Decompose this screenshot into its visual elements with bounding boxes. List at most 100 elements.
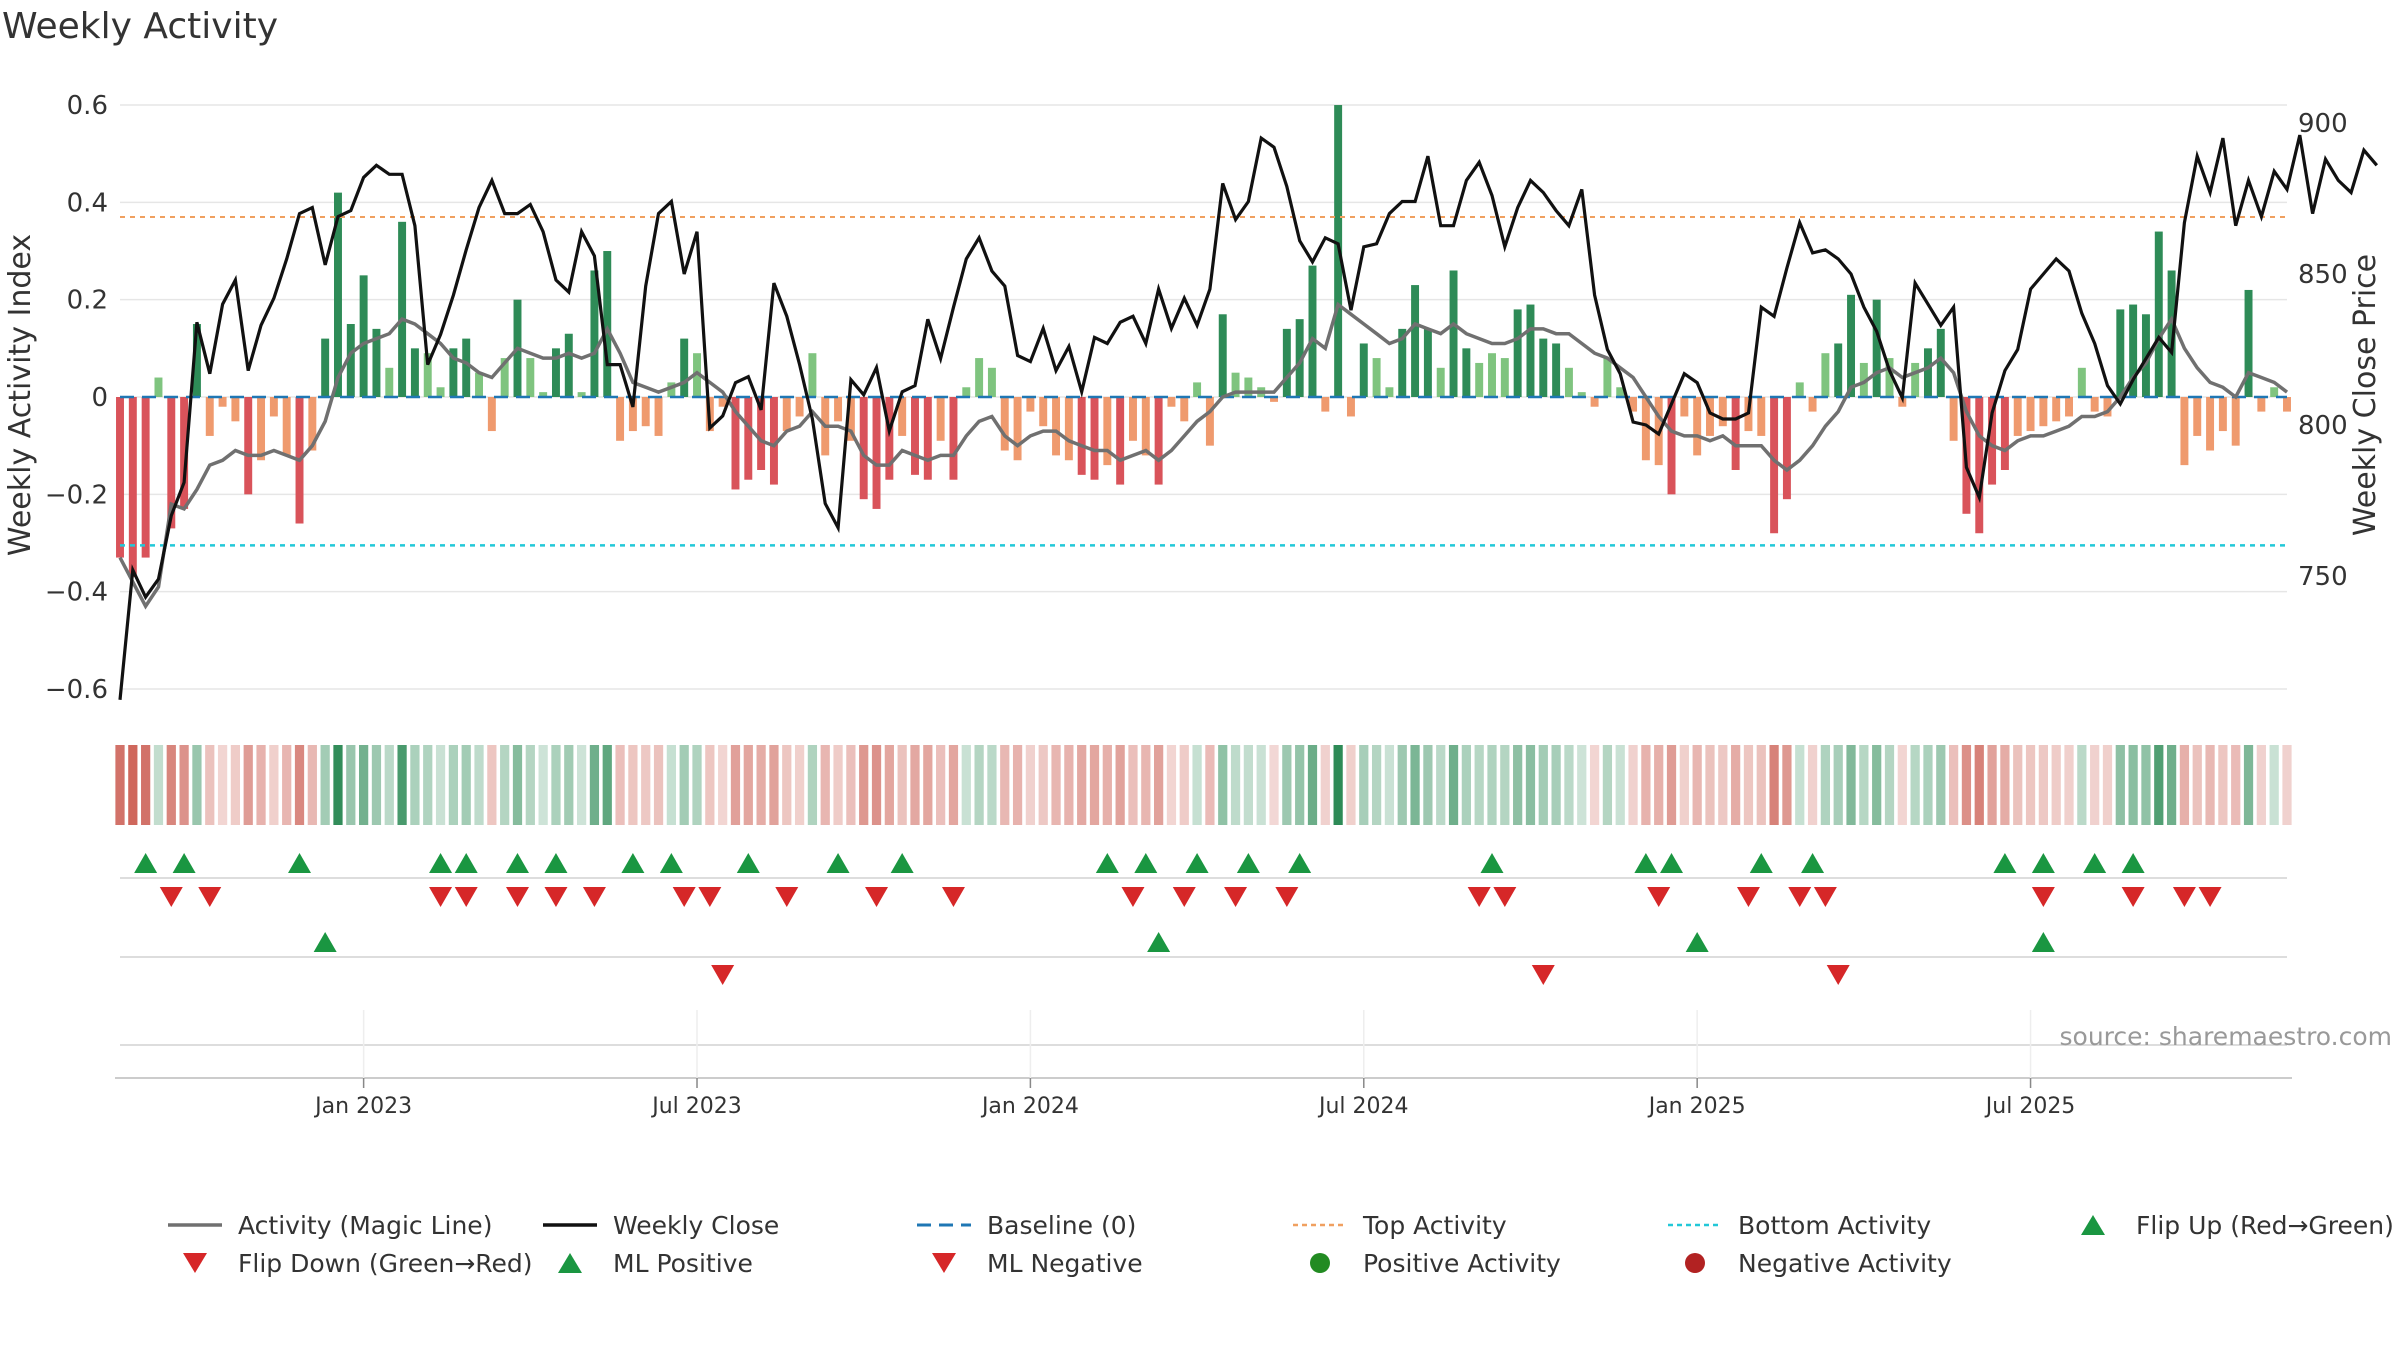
activity-bar [2218,397,2227,432]
activity-bar [2039,397,2048,427]
activity-bar [731,397,740,490]
activity-bar [1577,392,1586,397]
activity-bar [2013,397,2022,436]
heat-strip-cell [2025,745,2036,825]
activity-bar [282,397,291,456]
flip-up-marker [429,853,453,873]
flip-down-marker [1813,887,1837,907]
activity-bar [1103,397,1112,466]
legend-item: Weekly Close [543,1211,779,1240]
chart-title: Weekly Activity [2,6,278,47]
heat-strip-cell [192,745,202,825]
heat-strip-cell [576,745,587,825]
activity-bar [398,221,407,397]
heat-strip-cell [2243,745,2254,825]
heat-strip-cell [718,745,728,825]
heat-strip-cell [320,745,330,825]
x-tick-label: Jul 2025 [1984,1094,2076,1119]
heat-strip-cell [1192,745,1202,825]
heat-strip-cell [1807,745,1818,825]
heat-strip-cell [1051,745,1061,825]
heat-strip-cell [2269,745,2279,825]
activity-bar [1462,348,1471,397]
activity-bars [116,105,2291,578]
heat-strip-cell [2051,745,2061,825]
y-axis-ticks: 0.6 0.4 0.2 0 −0.2 −0.4 −0.6 900 850 800 750 [45,91,2348,705]
flip-down-marker [865,887,889,907]
heat-strip-cell [1205,745,1215,825]
flip-down-marker [1275,887,1299,907]
activity-bar [1552,343,1561,397]
flip-up-marker [134,853,158,873]
activity-bar [1693,397,1702,456]
heat-strip-cell [2218,745,2228,825]
activity-bar [2077,367,2086,397]
activity-bar [744,397,753,480]
heat-strip-cell [551,745,561,825]
heat-strip-cell [859,745,869,825]
activity-bar [1757,397,1766,436]
heat-strip-cell [538,745,548,825]
activity-bar [1449,270,1458,397]
flip-down-marker [544,887,568,907]
heat-strip-cell [1410,745,1420,825]
activity-bar [1385,387,1394,397]
legend-label: Flip Down (Green→Red) [238,1249,533,1278]
legend-label: ML Negative [987,1249,1143,1278]
flip-down-marker [1121,887,1145,907]
legend-circle-icon [1685,1253,1705,1273]
heat-strip-cell [628,745,638,825]
activity-bar [859,397,868,500]
legend-item: Positive Activity [1310,1249,1561,1278]
weekly-close-series [118,134,2379,700]
flip-up-marker [2083,853,2107,873]
heat-strip-cell [1641,745,1651,825]
activity-bar [769,397,778,485]
activity-bar [1641,397,1650,461]
heat-strip-cell [1384,745,1395,825]
heat-strip-cell [1256,745,1266,825]
activity-heat-strip [115,745,2292,825]
activity-bar [436,387,445,397]
heat-strip-cell [1333,745,1343,825]
heat-strip-cell [435,745,446,825]
heat-strip-cell [564,745,574,825]
series-lines [118,134,2379,700]
flip-up-marker [826,853,850,873]
heat-strip-cell [1564,745,1574,825]
activity-bar [257,397,266,461]
heat-strip-cell [179,745,189,825]
activity-bar [1193,382,1202,397]
heat-strip-cell [2064,745,2074,825]
left-tick-label: 0.6 [67,91,108,121]
activity-bar [1346,397,1355,417]
activity-bar [1436,367,1445,397]
heat-strip-cell [1243,745,1253,825]
activity-bar [1859,362,1868,397]
heat-strip-cell [730,745,741,825]
heat-strip-cell [782,745,792,825]
heat-strip-cell [936,745,946,825]
activity-bar [1205,397,1214,446]
activity-bar [1770,397,1779,534]
activity-bar [795,397,804,417]
heat-strip-cell [833,745,843,825]
right-axis-label: Weekly Close Price [2348,254,2383,536]
flip-up-marker [659,853,683,873]
activity-bar [1898,397,1907,407]
heat-strip-cell [1000,745,1010,825]
activity-bar [526,358,535,397]
left-tick-label: −0.4 [45,578,108,608]
activity-bar [987,367,996,397]
x-tick-label: Jul 2023 [650,1094,742,1119]
activity-bar [1154,397,1163,485]
activity-bar [2116,309,2125,397]
activity-bar [962,387,971,397]
activity-bar [321,338,330,397]
heat-strip-cell [1538,745,1548,825]
activity-bar [564,333,573,397]
heat-strip-cell [743,745,753,825]
heat-strip-cell [1038,745,1048,825]
activity-bar [346,324,355,397]
